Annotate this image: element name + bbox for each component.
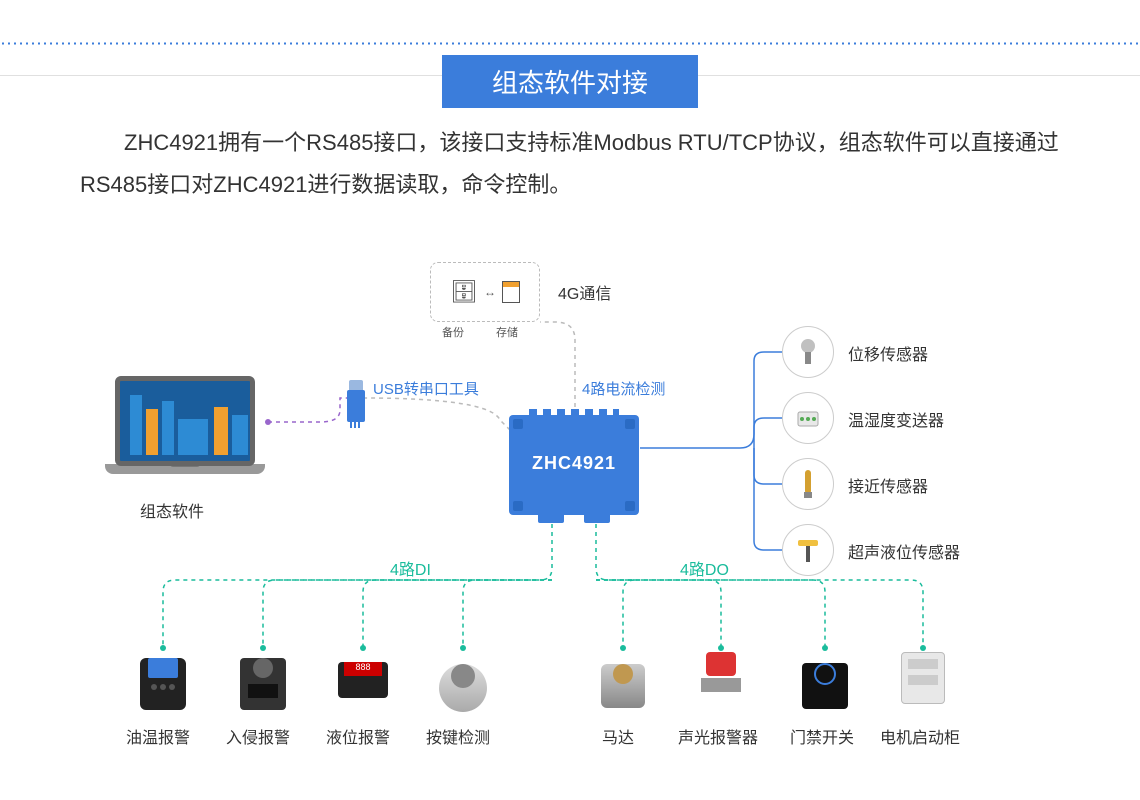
cloud-right-label: 存储: [496, 324, 518, 340]
di-label-2: 液位报警: [326, 724, 390, 748]
comm-label: 4G通信: [558, 280, 611, 304]
backup-icon: 🗄: [450, 279, 478, 305]
di-label-1: 入侵报警: [226, 724, 290, 748]
device-box: ZHC4921: [509, 415, 639, 515]
do-label-3: 电机启动柜: [880, 724, 960, 748]
do-label-2: 门禁开关: [790, 724, 854, 748]
storage-icon: [502, 281, 520, 303]
laptop-icon: [105, 376, 265, 486]
di-label-3: 按键检测: [426, 724, 490, 748]
di-device-0: [136, 652, 190, 710]
di-device-3: [436, 652, 490, 710]
do-device-0: [596, 652, 650, 710]
laptop-label: 组态软件: [140, 498, 204, 522]
cloud-left-label: 备份: [442, 324, 464, 340]
di-label: 4路DI: [390, 556, 431, 580]
sensor-label-3: 超声液位传感器: [848, 539, 960, 563]
sensor-icon-3: [782, 524, 834, 576]
do-device-3: [896, 652, 950, 710]
di-device-1: [236, 652, 290, 710]
do-label-0: 马达: [602, 724, 634, 748]
di-label-0: 油温报警: [126, 724, 190, 748]
usb-label: USB转串口工具: [373, 378, 479, 399]
arrow-icon: ↔: [484, 285, 496, 299]
device-label: ZHC4921: [509, 415, 639, 474]
do-label-1: 声光报警器: [678, 724, 758, 748]
cloud-box: 🗄 ↔: [430, 262, 540, 322]
sensor-icon-1: [782, 392, 834, 444]
usb-connector-icon: [347, 380, 365, 422]
sensor-icon-0: [782, 326, 834, 378]
di-device-2: 888: [336, 652, 390, 710]
current-detect-label: 4路电流检测: [582, 378, 665, 399]
sensor-label-2: 接近传感器: [848, 473, 928, 497]
do-device-2: [798, 652, 852, 710]
do-label: 4路DO: [680, 556, 729, 580]
do-device-1: [694, 652, 748, 710]
sensor-label-1: 温湿度变送器: [848, 407, 944, 431]
sensor-label-0: 位移传感器: [848, 341, 928, 365]
sensor-icon-2: [782, 458, 834, 510]
